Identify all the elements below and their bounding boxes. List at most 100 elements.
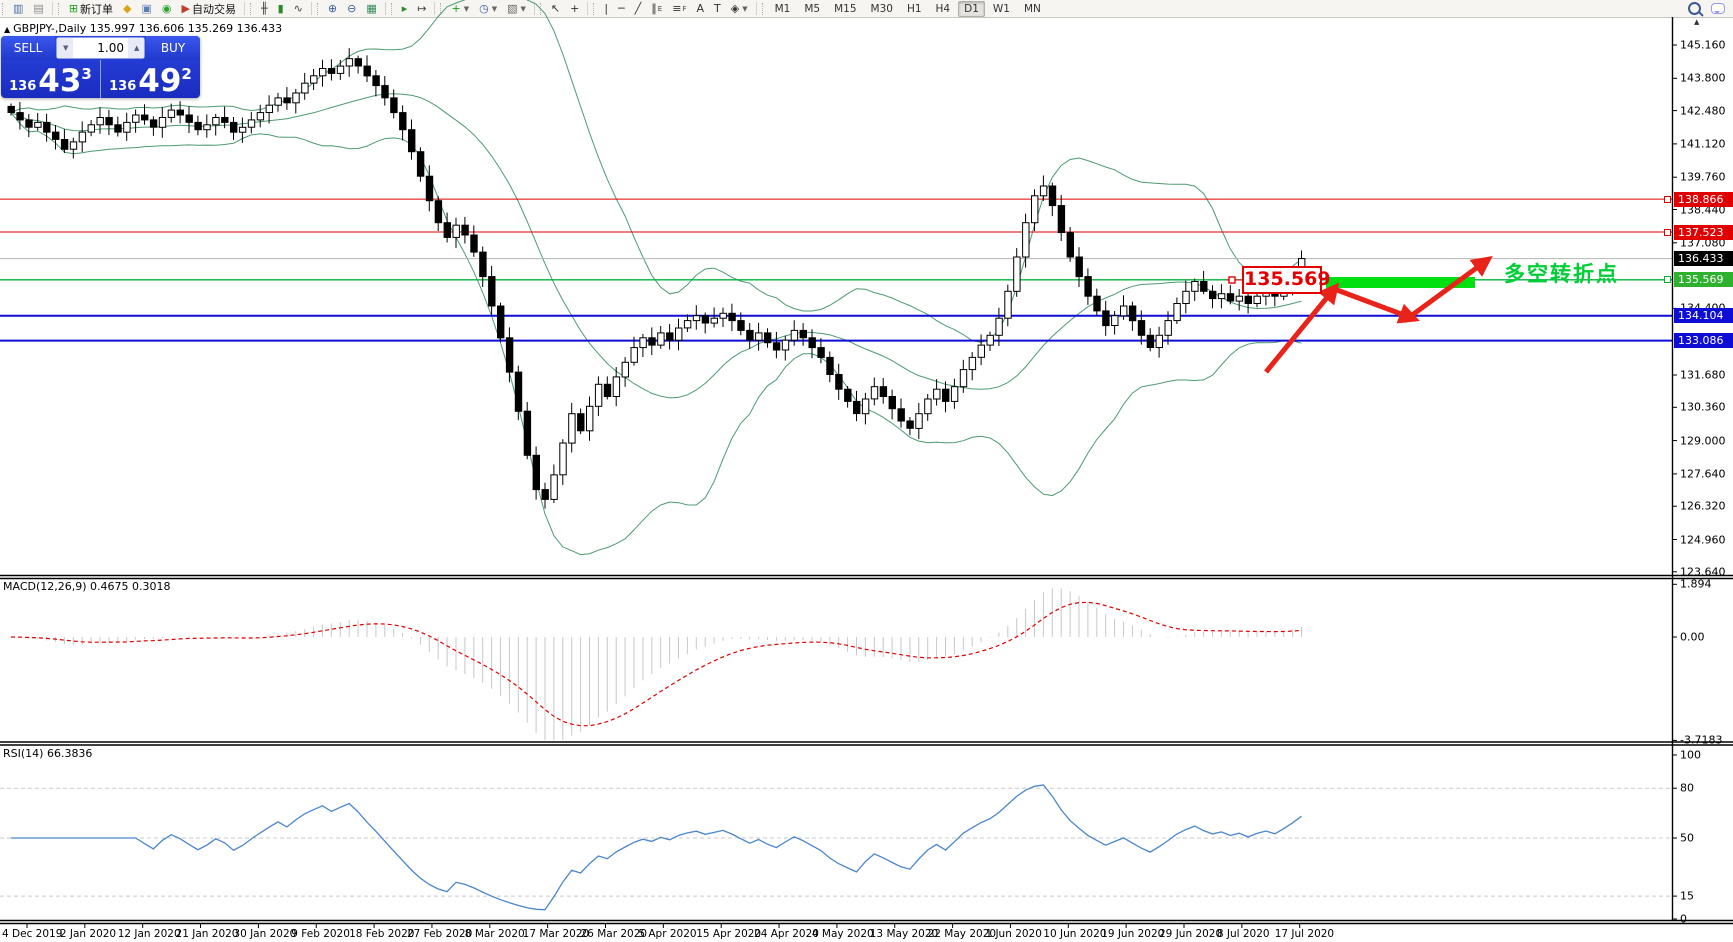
date-label: 19 Jun 2020	[1101, 928, 1165, 940]
vertical-line-icon: |	[604, 2, 609, 15]
channel-icon: ∥	[651, 2, 657, 15]
indicators-icon: +	[451, 2, 461, 15]
chart-shift-button[interactable]: ↦	[413, 0, 430, 17]
crosshair-icon: +	[570, 2, 580, 15]
indicators-button[interactable]: + ▼	[447, 0, 473, 17]
sell-button[interactable]: SELL	[1, 36, 55, 60]
templates-button[interactable]: ▧ ▼	[503, 0, 530, 17]
flag-anchor	[1228, 276, 1236, 284]
autotrading-button[interactable]: ▶ 自动交易	[178, 0, 240, 17]
sell-price[interactable]: 136 43 3	[1, 60, 101, 98]
bar-chart-icon: ╫	[260, 2, 268, 15]
trendline-button[interactable]: ╱	[631, 0, 646, 17]
date-label: 10 Jun 2020	[1043, 928, 1107, 940]
terminal-button[interactable]: ▣	[138, 0, 156, 17]
rsi-tick-label: 0	[1680, 912, 1687, 926]
macd-signal-line	[10, 601, 1302, 727]
profiles-button[interactable]: ▤	[29, 0, 47, 17]
text-label-button[interactable]: T	[710, 0, 725, 17]
timeframe-h1-button[interactable]: H1	[906, 2, 922, 15]
bar-chart-button[interactable]: ╫	[257, 0, 272, 17]
toolbar-separator	[310, 2, 312, 15]
toolbar-drag-handle[interactable]	[390, 2, 395, 15]
toolbar-drag-handle[interactable]	[593, 2, 597, 15]
cursor-button[interactable]: ↖	[547, 0, 564, 17]
price-level-flag[interactable]: 135.569	[1242, 266, 1331, 294]
support-zone-rectangle[interactable]	[1326, 277, 1475, 288]
signals-button[interactable]: ◉	[158, 0, 176, 17]
auto-scroll-button[interactable]: ▸	[398, 0, 412, 17]
channel-button[interactable]: ∥ E	[651, 2, 663, 15]
timeframe-mn-button[interactable]: MN	[1023, 2, 1041, 15]
candlestick-icon: ▮	[277, 2, 284, 15]
price-badge-136.433: 136.433	[1674, 251, 1733, 267]
price-tick-label: 141.120	[1680, 137, 1726, 151]
search-icon[interactable]	[1688, 2, 1701, 15]
toolbar-drag-handle[interactable]	[440, 2, 444, 15]
axis-scroll-icon[interactable]: ▲	[1694, 18, 1700, 26]
text-button[interactable]: A	[692, 0, 708, 17]
date-label: 12 Jan 2020	[117, 928, 181, 940]
date-label: 13 May 2020	[869, 928, 939, 940]
date-label: 15 Apr 2020	[696, 928, 762, 940]
buy-price[interactable]: 136 49 2	[109, 63, 192, 98]
macd-tick-label: -3.7183	[1680, 733, 1723, 747]
horizontal-level-lines[interactable]	[0, 198, 1672, 342]
volume-increase-button[interactable]: ▲	[128, 38, 144, 58]
price-tick-label: 142.480	[1680, 104, 1726, 118]
zoom-out-button[interactable]: ⊖	[343, 0, 360, 17]
timeframe-m15-button[interactable]: M15	[834, 2, 857, 15]
trade-controls-row: SELL ▼ ▲ BUY	[1, 36, 200, 60]
autotrading-label: 自动交易	[191, 2, 236, 16]
tile-windows-button[interactable]: ▦	[362, 0, 380, 17]
new-chart-button[interactable]: ▥	[9, 0, 27, 17]
horizontal-line-button[interactable]: ─	[614, 0, 629, 17]
zoom-in-button[interactable]: ⊕	[324, 0, 341, 17]
chevron-down-icon: ▼	[520, 4, 526, 13]
fibonacci-button[interactable]: ≡ F	[672, 2, 687, 15]
metaeditor-button[interactable]: ◆	[119, 0, 135, 17]
text-icon: A	[696, 2, 705, 15]
toolbar-drag-handle[interactable]	[57, 2, 62, 15]
zoom-in-icon: ⊕	[327, 2, 338, 15]
toolbar-drag-handle[interactable]	[761, 2, 766, 15]
price-tick-label: 129.000	[1680, 434, 1726, 448]
date-label: 5 Apr 2020	[638, 928, 697, 940]
toolbar-separator	[51, 2, 53, 15]
timeframe-m30-button[interactable]: M30	[870, 2, 893, 15]
crosshair-button[interactable]: +	[566, 0, 583, 17]
volume-decrease-button[interactable]: ▼	[57, 38, 73, 58]
timeframe-d1-button[interactable]: D1	[958, 0, 985, 17]
date-label: 24 Apr 2020	[754, 928, 819, 940]
rsi-gridlines	[0, 787, 1672, 897]
trend-arrows[interactable]	[1264, 256, 1493, 374]
price-tick-label: 143.800	[1680, 71, 1726, 85]
rsi-tick-label: 15	[1680, 889, 1694, 903]
macd-indicator-label: MACD(12,26,9) 0.4675 0.3018	[3, 580, 171, 593]
toolbar-drag-handle[interactable]	[249, 2, 254, 15]
chat-icon[interactable]	[1711, 3, 1725, 14]
line-chart-button[interactable]: ∿	[290, 0, 307, 17]
periods-button[interactable]: ◷ ▼	[475, 0, 501, 17]
shapes-button[interactable]: ◈ ▼	[727, 0, 752, 17]
vertical-line-button[interactable]: |	[600, 0, 612, 17]
toolbar-drag-handle[interactable]	[2, 2, 6, 15]
candlestick-button[interactable]: ▮	[274, 0, 288, 17]
chevron-down-icon: ▼	[742, 4, 748, 13]
timeframe-h4-button[interactable]: H4	[935, 2, 951, 15]
buy-button[interactable]: BUY	[146, 36, 200, 60]
volume-input[interactable]	[73, 38, 128, 58]
timeframe-m5-button[interactable]: M5	[804, 2, 821, 15]
toolbar-drag-handle[interactable]	[316, 2, 321, 15]
terminal-icon: ▣	[141, 2, 152, 15]
date-label: 18 Feb 2020	[349, 928, 415, 940]
panel-borders	[0, 17, 1733, 925]
auto-scroll-icon: ▸	[401, 2, 408, 15]
date-label: 22 May 2020	[927, 928, 997, 940]
timeframe-w1-button[interactable]: W1	[992, 2, 1010, 15]
new-order-button[interactable]: ⊞ 新订单	[65, 0, 117, 17]
level-anchor-icon	[1664, 276, 1671, 284]
timeframe-m1-button[interactable]: M1	[774, 2, 791, 15]
price-tick-label: 139.760	[1680, 170, 1726, 184]
